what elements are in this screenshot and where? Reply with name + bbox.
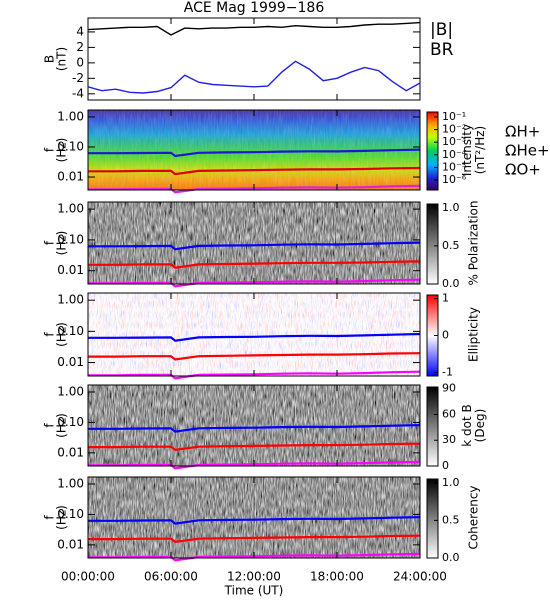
frequency-line <box>88 332 421 342</box>
y-tick-label: 0.10 <box>57 324 84 338</box>
colorbar-tick-label: 10⁻⁶ <box>442 173 467 186</box>
frequency-line <box>88 442 421 452</box>
frequency-line <box>88 552 421 562</box>
y-tick-label: 0.10 <box>57 415 84 429</box>
y-axis-label: f <box>43 332 57 337</box>
y-tick-label: 1.00 <box>57 202 84 216</box>
colorbar-tick-label: 10⁻⁴ <box>442 148 467 161</box>
frequency-line <box>88 278 421 288</box>
y-axis-label: f <box>43 423 57 428</box>
x-tick-label: 12:00:00 <box>227 570 281 584</box>
x-tick-label: 00:00:00 <box>61 570 115 584</box>
y-tick-label: 0.01 <box>57 355 84 369</box>
colorbar-tick-label: 0.0 <box>442 277 460 290</box>
y-tick-label: 0.10 <box>57 139 84 153</box>
y-tick-label: 0.01 <box>57 170 84 184</box>
y-axis-label: f <box>43 147 57 152</box>
y-axis-label: f <box>43 240 57 245</box>
y-tick-label: 0.01 <box>57 263 84 277</box>
frequency-line <box>88 260 421 269</box>
colorbar <box>426 478 439 559</box>
legend-entry: BR <box>430 40 454 60</box>
colorbar-tick-label: 60 <box>442 407 456 420</box>
line-series <box>87 21 421 36</box>
colorbar-tick-label: 0 <box>442 459 449 472</box>
frequency-line <box>88 370 421 380</box>
colorbar <box>426 111 439 191</box>
colorbar-tick-label: 1.0 <box>442 201 460 214</box>
colorbar-tick-label: 1 <box>442 292 449 305</box>
colorbar-tick-label: 0.5 <box>442 239 460 252</box>
frequency-line <box>88 352 421 361</box>
y-axis-label: (Hz) <box>55 231 69 256</box>
y-tick-label: 0.10 <box>57 232 84 246</box>
legend-entry: ΩH+ <box>505 123 540 141</box>
colorbar-label: k dot B <box>460 404 474 446</box>
y-tick-label: 1.00 <box>57 385 84 399</box>
colorbar-tick-label: 10⁻⁵ <box>442 160 466 173</box>
colorbar-label: (Deg) <box>473 409 487 443</box>
colorbar-label: Intensity <box>460 124 474 176</box>
colorbar-label: (nT²/Hz) <box>473 126 487 174</box>
frequency-line <box>88 166 421 176</box>
colorbar-label: Coherency <box>467 485 481 549</box>
y-tick-label: 4 <box>76 24 84 38</box>
y-tick-label: 0.01 <box>57 445 84 459</box>
frequency-line <box>88 184 421 194</box>
colorbar-tick-label: 0.0 <box>442 551 460 564</box>
y-axis-label: (Hz) <box>55 138 69 163</box>
y-tick-label: 0.10 <box>57 507 84 521</box>
y-tick-label: 1.00 <box>57 109 84 123</box>
colorbar-label: Ellipticity <box>467 307 481 362</box>
colorbar <box>426 386 439 467</box>
y-tick-label: -4 <box>72 86 84 100</box>
colorbar-tick-label: 0.5 <box>442 513 460 526</box>
plot-frame <box>87 17 421 101</box>
colorbar-tick-label: 10⁻³ <box>442 135 466 148</box>
colorbar-tick-label: 1.0 <box>442 476 460 489</box>
frequency-line <box>88 148 421 158</box>
legend-entry: |B| <box>430 20 453 40</box>
legend-entry: ΩHe+ <box>505 142 550 160</box>
frequency-line <box>88 241 421 251</box>
colorbar-label: % Polarization <box>467 201 481 286</box>
y-axis-label: (Hz) <box>55 505 69 530</box>
y-tick-label: 1.00 <box>57 477 84 491</box>
line-series <box>87 60 421 94</box>
y-tick-label: 0 <box>76 55 84 69</box>
x-tick-label: 06:00:00 <box>144 570 198 584</box>
y-axis-label: (nT) <box>55 47 69 71</box>
y-axis-label: (Hz) <box>55 413 69 438</box>
colorbar-tick-label: 10⁻² <box>442 123 466 136</box>
colorbar-tick-label: 0 <box>442 329 449 342</box>
frequency-line <box>88 516 421 525</box>
colorbar-tick-label: -1 <box>442 365 453 378</box>
colorbar <box>426 203 439 285</box>
y-axis-label: (Hz) <box>55 322 69 347</box>
legend-entry: ΩO+ <box>505 161 541 179</box>
frequency-line <box>88 534 421 544</box>
y-tick-label: -2 <box>72 71 84 85</box>
x-tick-label: 24:00:00 <box>393 570 447 584</box>
colorbar-tick-label: 10⁻¹ <box>442 110 466 123</box>
x-axis-label: Time (UT) <box>224 584 284 598</box>
frequency-line <box>88 424 421 433</box>
y-tick-label: 2 <box>76 40 84 54</box>
y-axis-label: f <box>43 515 57 520</box>
y-axis-label: B <box>43 55 57 63</box>
y-tick-label: 0.01 <box>57 537 84 551</box>
colorbar-tick-label: 30 <box>442 433 456 446</box>
colorbar-tick-label: 90 <box>442 382 456 395</box>
y-tick-label: 1.00 <box>57 293 84 307</box>
x-tick-label: 18:00:00 <box>310 570 364 584</box>
frequency-line <box>88 460 421 470</box>
chart-title: ACE Mag 1999−186 <box>184 0 325 16</box>
